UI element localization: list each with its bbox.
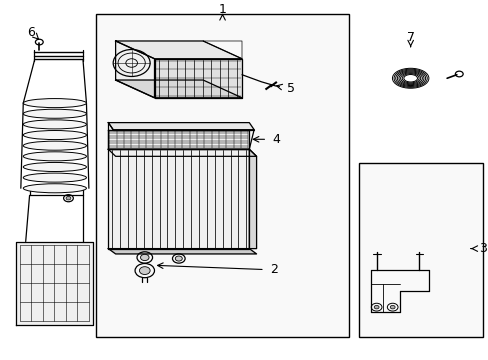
Text: 1: 1 xyxy=(218,3,226,15)
Polygon shape xyxy=(249,149,256,249)
Polygon shape xyxy=(108,149,256,156)
Polygon shape xyxy=(108,130,249,149)
Text: 6: 6 xyxy=(27,26,36,39)
Text: 5: 5 xyxy=(286,82,294,95)
Circle shape xyxy=(66,197,71,200)
Text: 4: 4 xyxy=(271,133,280,146)
Polygon shape xyxy=(154,59,242,98)
Polygon shape xyxy=(108,149,249,249)
Ellipse shape xyxy=(23,120,86,129)
Ellipse shape xyxy=(23,152,86,161)
Ellipse shape xyxy=(23,109,86,118)
Text: 2: 2 xyxy=(269,264,277,276)
Ellipse shape xyxy=(23,173,86,182)
Polygon shape xyxy=(115,41,242,59)
Ellipse shape xyxy=(23,184,86,193)
Text: 7: 7 xyxy=(406,31,414,44)
Ellipse shape xyxy=(23,131,86,140)
Circle shape xyxy=(140,255,149,261)
Bar xyxy=(358,163,482,337)
Polygon shape xyxy=(115,41,154,98)
Circle shape xyxy=(139,267,150,275)
Polygon shape xyxy=(108,123,254,130)
Polygon shape xyxy=(108,249,256,254)
Bar xyxy=(96,14,348,337)
Polygon shape xyxy=(115,80,242,98)
Polygon shape xyxy=(16,242,93,325)
Ellipse shape xyxy=(23,141,86,150)
Circle shape xyxy=(389,305,394,309)
Circle shape xyxy=(373,305,378,309)
Ellipse shape xyxy=(23,162,86,171)
Ellipse shape xyxy=(23,99,86,108)
Circle shape xyxy=(175,256,182,261)
Text: 3: 3 xyxy=(478,242,486,255)
